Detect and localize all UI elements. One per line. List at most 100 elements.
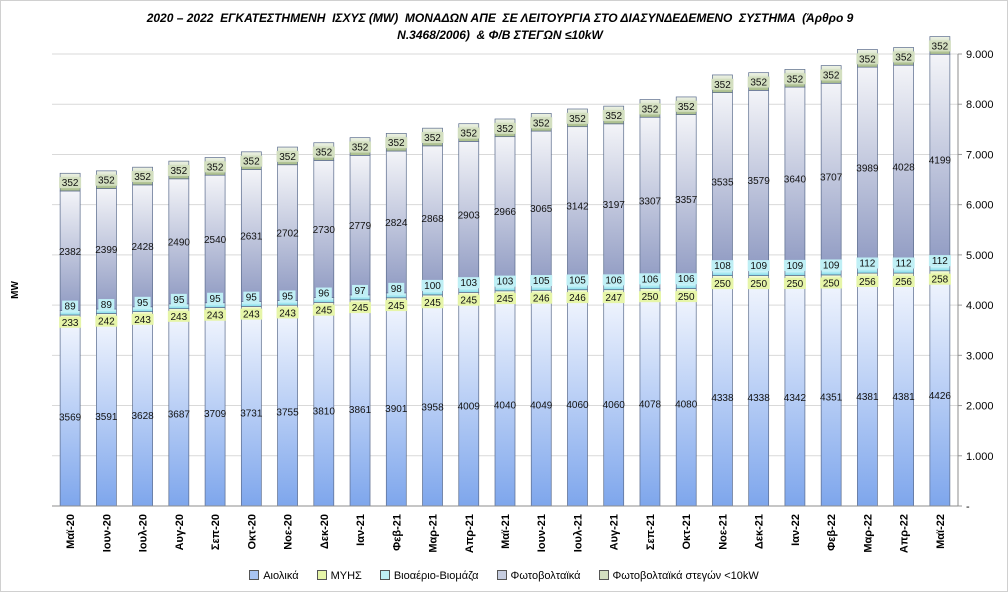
data-label: 246	[533, 294, 550, 305]
data-label: 4049	[530, 400, 553, 411]
data-label: 250	[678, 292, 695, 303]
data-label-bg	[312, 146, 335, 158]
legend-label: Βιοαέριο-Βιομάζα	[393, 570, 479, 582]
data-label-bg	[747, 278, 770, 290]
data-label-bg	[167, 310, 190, 322]
data-label-bg	[530, 292, 553, 304]
y-tick-label: 7.000	[966, 149, 994, 161]
data-label: 98	[391, 284, 403, 295]
data-label-bg	[675, 100, 698, 112]
y-tick-label: 8.000	[966, 99, 994, 111]
data-label: 4351	[820, 393, 843, 404]
data-label-bg	[675, 273, 698, 285]
data-label-bg	[131, 313, 154, 325]
legend-item: Φωτοβολταϊκά	[496, 570, 581, 582]
data-label: 352	[787, 74, 804, 85]
data-label: 352	[388, 138, 405, 149]
data-label-bg	[566, 274, 589, 286]
data-label: 352	[642, 104, 659, 115]
data-label-bg	[711, 78, 734, 90]
data-label-bg	[602, 109, 625, 121]
data-label: 352	[134, 172, 151, 183]
data-label: 4060	[566, 400, 589, 411]
data-label: 4028	[893, 162, 916, 173]
data-label: 352	[569, 114, 586, 125]
data-label-bg	[494, 293, 516, 305]
data-label: 112	[896, 258, 912, 269]
data-label: 3579	[748, 176, 771, 187]
data-label-bg	[566, 112, 589, 124]
bars	[59, 36, 951, 507]
data-label: 2730	[313, 225, 336, 236]
data-label-bg	[783, 73, 806, 85]
legend-swatch	[249, 570, 260, 580]
data-label-bg	[530, 275, 553, 287]
legend-swatch	[379, 570, 390, 580]
data-label-bg	[59, 177, 82, 189]
data-label: 89	[65, 302, 77, 313]
data-label-bg	[856, 53, 879, 65]
legend-swatch	[496, 570, 507, 580]
data-label: 2540	[204, 235, 227, 246]
data-label: 352	[424, 133, 441, 144]
x-tick-label: Αυγ-20	[174, 514, 186, 550]
data-label: 3989	[856, 163, 879, 174]
data-label: 2868	[421, 214, 444, 225]
data-label-bg	[385, 300, 408, 312]
data-label: 3357	[675, 195, 698, 206]
data-label: 3687	[168, 409, 191, 420]
data-label-bg	[602, 292, 625, 304]
x-tick-label: Μαϊ-21	[500, 514, 512, 549]
data-label: 245	[424, 298, 441, 309]
data-label: 109	[750, 261, 767, 272]
data-label-bg	[276, 307, 299, 319]
data-label: 95	[210, 294, 222, 305]
data-label: 100	[424, 281, 441, 292]
x-tick-label: Ιουν-20	[101, 514, 113, 552]
data-label-bg	[134, 296, 151, 308]
data-label: 352	[243, 157, 260, 168]
x-tick-label: Αυγ-21	[609, 514, 621, 550]
data-label-bg	[240, 308, 263, 320]
legend-label: Αιολικά	[263, 570, 299, 582]
data-labels: 3569 233 89 2382 352 3591 242 89 2399 352 3628 243 9…	[59, 40, 951, 423]
data-label: 352	[714, 80, 731, 91]
y-tick-label: 6.000	[966, 200, 994, 212]
data-label: 250	[714, 279, 731, 290]
x-tick-label: Οκτ-20	[246, 514, 258, 550]
legend-label: Φωτοβολταϊκά στεγών <10kW	[612, 570, 759, 582]
chart-title-line-2: Ν.3468/2006) & Φ/Β ΣΤΕΓΩΝ ≤10kW	[397, 28, 603, 42]
data-label: 352	[750, 78, 767, 89]
data-label-bg	[711, 278, 734, 290]
data-label-bg	[783, 259, 806, 271]
data-label-bg	[457, 277, 480, 289]
data-label: 243	[279, 308, 296, 319]
data-label: 4199	[929, 156, 952, 167]
data-label: 250	[750, 279, 767, 290]
data-label: 3810	[313, 406, 336, 417]
data-label: 250	[823, 278, 840, 289]
data-label-bg	[783, 277, 806, 289]
data-label-bg	[675, 291, 698, 303]
chart-title: 2020 – 2022 ΕΓΚΑΤΕΣΤΗΜΕΝΗ ΙΣΧΥΣ (MW) ΜΟΝ…	[60, 10, 940, 44]
data-label: 4342	[784, 393, 807, 404]
data-label: 106	[642, 274, 659, 285]
data-label-bg	[638, 273, 661, 285]
data-label: 3628	[131, 411, 154, 422]
data-label: 352	[170, 166, 187, 177]
x-tick-label: Ιαν-22	[790, 514, 802, 546]
x-tick-label: Μαρ-21	[428, 514, 440, 553]
data-label-bg	[95, 174, 118, 186]
x-tick-label: Φεβ-22	[826, 514, 838, 551]
data-label-bg	[62, 300, 79, 312]
data-label: 2824	[385, 218, 408, 229]
data-label-bg	[494, 122, 516, 134]
data-label-bg	[638, 291, 661, 303]
data-label: 352	[207, 162, 224, 173]
data-label: 4060	[603, 400, 626, 411]
data-label: 245	[352, 303, 369, 314]
x-tick-label: Απρ-21	[464, 514, 476, 553]
data-label: 3861	[349, 405, 372, 416]
data-label-bg	[204, 309, 227, 321]
data-label: 243	[207, 311, 224, 322]
